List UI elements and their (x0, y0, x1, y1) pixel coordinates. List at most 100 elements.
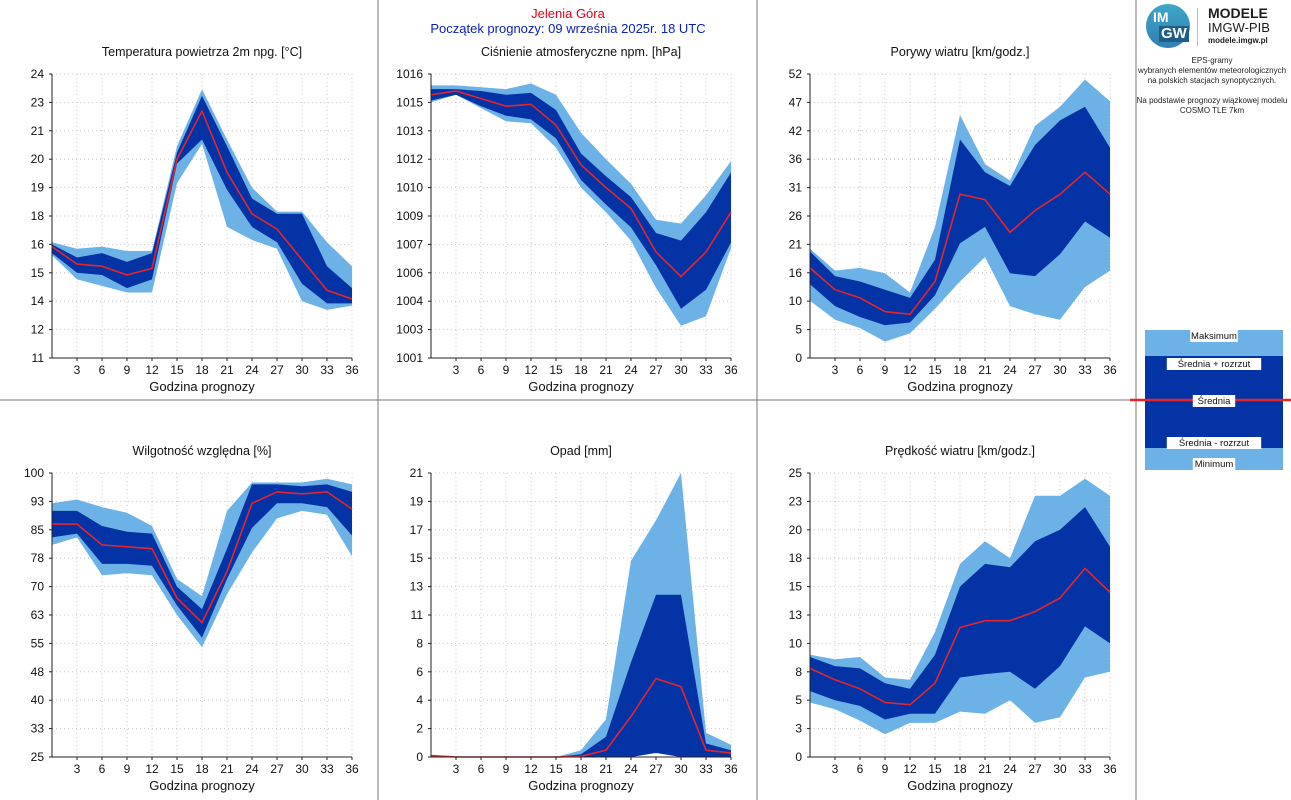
spread-band (810, 106, 1110, 326)
x-tick-label: 18 (195, 363, 209, 377)
x-tick-label: 27 (649, 363, 663, 377)
y-tick-label: 1016 (396, 67, 423, 81)
x-tick-label: 21 (599, 762, 613, 776)
x-tick-label: 21 (978, 762, 992, 776)
x-tick-label: 3 (832, 762, 839, 776)
x-tick-label: 27 (270, 762, 284, 776)
x-tick-label: 15 (549, 363, 563, 377)
x-tick-label: 33 (699, 762, 713, 776)
y-tick-label: 78 (31, 551, 45, 565)
y-tick-label: 24 (31, 67, 45, 81)
x-tick-label: 12 (524, 762, 538, 776)
x-axis-label: Godzina prognozy (149, 778, 255, 793)
x-tick-label: 15 (170, 363, 184, 377)
x-axis-label: Godzina prognozy (907, 379, 1013, 394)
description-line: wybranych elementów meteorologicznych (1137, 66, 1287, 75)
spread-band (52, 484, 352, 638)
spread-band (810, 507, 1110, 720)
y-tick-label: 5 (795, 693, 802, 707)
x-tick-label: 12 (903, 363, 917, 377)
y-tick-label: 19 (31, 181, 45, 195)
imgw-logo: IM GW MODELE IMGW-PIB modele.imgw.pl (1142, 2, 1288, 50)
legend-mean-label: Średnia (1198, 395, 1231, 407)
mean-line (52, 491, 353, 624)
y-tick-label: 18 (789, 551, 803, 565)
y-tick-label: 70 (31, 580, 45, 594)
mean-line (430, 90, 732, 278)
y-tick-label: 15 (410, 551, 424, 565)
x-tick-label: 30 (295, 363, 309, 377)
description-line: EPS-gramy (1191, 56, 1233, 65)
x-axis-label: Godzina prognozy (528, 778, 634, 793)
y-tick-label: 17 (410, 523, 424, 537)
x-tick-label: 6 (857, 363, 864, 377)
y-tick-label: 18 (31, 209, 45, 223)
y-tick-label: 63 (31, 608, 45, 622)
y-tick-label: 0 (795, 750, 802, 764)
x-tick-label: 33 (1078, 363, 1092, 377)
x-tick-label: 9 (124, 363, 131, 377)
x-tick-label: 6 (99, 762, 106, 776)
y-tick-label: 0 (416, 750, 423, 764)
x-tick-label: 24 (245, 363, 259, 377)
chart-title: Ciśnienie atmosferyczne npm. [hPa] (481, 45, 681, 59)
x-tick-label: 27 (1028, 762, 1042, 776)
x-tick-label: 18 (574, 762, 588, 776)
y-tick-label: 15 (31, 266, 45, 280)
x-tick-label: 33 (1078, 762, 1092, 776)
chart-title: Wilgotność względna [%] (133, 444, 272, 458)
y-tick-label: 1010 (396, 181, 423, 195)
x-tick-label: 9 (503, 363, 510, 377)
chart-title: Porywy wiatru [km/godz.] (891, 45, 1030, 59)
y-tick-label: 6 (416, 665, 423, 679)
x-tick-label: 24 (624, 363, 638, 377)
x-tick-label: 15 (928, 363, 942, 377)
legend-label-bg (1192, 395, 1236, 407)
x-tick-label: 21 (220, 762, 234, 776)
y-tick-label: 25 (31, 750, 45, 764)
logo-title: MODELE (1208, 5, 1268, 21)
x-tick-label: 30 (1053, 363, 1067, 377)
x-tick-label: 15 (170, 762, 184, 776)
range-band (431, 83, 731, 326)
y-tick-label: 33 (31, 722, 45, 736)
y-tick-label: 11 (32, 351, 45, 365)
y-tick-label: 16 (789, 266, 803, 280)
range-band (52, 89, 352, 310)
forecast-header: Jelenia Góra Początek prognozy: 09 wrześ… (380, 6, 756, 36)
legend-label-bg (1190, 330, 1238, 342)
y-tick-label: 36 (789, 152, 803, 166)
y-tick-label: 25 (789, 466, 803, 480)
chart-title: Temperatura powietrza 2m npg. [°C] (102, 45, 302, 59)
x-tick-label: 3 (453, 762, 460, 776)
x-tick-label: 9 (503, 762, 510, 776)
y-tick-label: 3 (795, 722, 802, 736)
x-tick-label: 36 (724, 762, 738, 776)
forecast-start: Początek prognozy: 09 września 2025r. 18… (430, 21, 706, 36)
x-tick-label: 12 (145, 363, 159, 377)
y-tick-label: 40 (31, 693, 45, 707)
x-tick-label: 6 (478, 363, 485, 377)
y-tick-label: 12 (31, 323, 45, 337)
legend-label-bg (1166, 358, 1262, 370)
x-tick-label: 6 (99, 363, 106, 377)
y-tick-label: 21 (31, 124, 45, 138)
y-tick-label: 13 (789, 608, 803, 622)
y-tick-label: 47 (789, 95, 803, 109)
y-tick-label: 8 (795, 665, 802, 679)
x-tick-label: 3 (453, 363, 460, 377)
legend-label-bg (1192, 458, 1236, 470)
y-tick-label: 19 (410, 494, 424, 508)
legend-min-label: Minimum (1195, 459, 1234, 470)
x-tick-label: 18 (195, 762, 209, 776)
chart-title: Opad [mm] (550, 444, 612, 458)
description-line: na polskich stacjach synoptycznych. (1147, 76, 1277, 85)
description: EPS-gramy wybranych elementów meteorolog… (1134, 56, 1290, 116)
x-tick-label: 3 (832, 363, 839, 377)
x-tick-label: 6 (857, 762, 864, 776)
range-band (52, 478, 352, 648)
x-tick-label: 21 (978, 363, 992, 377)
x-tick-label: 21 (599, 363, 613, 377)
y-tick-label: 1007 (396, 237, 423, 251)
